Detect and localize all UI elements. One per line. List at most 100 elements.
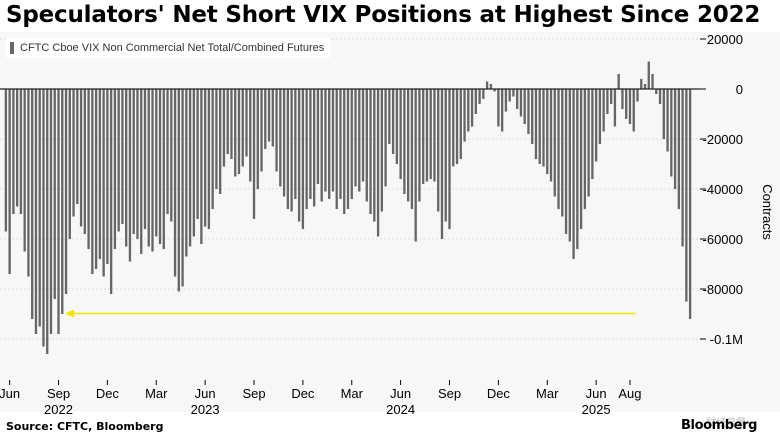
bar — [474, 89, 477, 114]
bar — [215, 89, 218, 189]
bar — [598, 89, 602, 144]
bar — [94, 89, 98, 269]
bar — [147, 89, 150, 247]
bar — [46, 89, 49, 354]
x-tick-label: Jun — [586, 386, 607, 401]
bar — [241, 89, 244, 167]
bar — [576, 89, 579, 249]
bar — [531, 89, 534, 144]
bar — [117, 89, 120, 232]
bar — [324, 89, 327, 192]
x-tick-label: Aug — [618, 386, 641, 401]
bar — [121, 89, 124, 224]
x-tick-label: Jun — [0, 386, 20, 401]
bar — [534, 89, 538, 159]
y-tick-label: -80000 — [703, 282, 743, 297]
bar — [76, 89, 79, 204]
bar — [98, 89, 102, 259]
x-year-label: 2025 — [582, 402, 611, 417]
bar — [31, 89, 34, 319]
x-year-label: 2023 — [191, 402, 220, 417]
bar — [549, 89, 553, 182]
chart-title: Speculators' Net Short VIX Positions at … — [6, 2, 761, 28]
bar — [489, 84, 493, 89]
bar — [279, 89, 282, 187]
x-tick-label: Sep — [242, 386, 265, 401]
bar — [579, 89, 583, 229]
y-tick-label: 0 — [736, 82, 743, 97]
bar — [61, 89, 64, 314]
legend-label: CFTC Cboe VIX Non Commercial Net Total/C… — [20, 42, 325, 54]
bar — [587, 89, 590, 197]
bar — [207, 89, 211, 229]
bar — [271, 89, 274, 147]
bar — [290, 89, 293, 212]
bar — [610, 89, 613, 104]
bar — [482, 89, 485, 99]
bar — [264, 89, 267, 149]
bar — [433, 89, 436, 182]
bar — [647, 61, 650, 89]
bar — [72, 89, 75, 217]
bar — [256, 89, 259, 189]
bar — [463, 89, 466, 142]
bar — [561, 89, 564, 217]
watermark: 财经早餐 — [706, 418, 746, 429]
bar — [106, 89, 109, 264]
bar — [422, 89, 425, 184]
x-tick-label: Dec — [96, 386, 120, 401]
bar — [27, 89, 30, 277]
bar — [508, 89, 511, 102]
bar — [346, 89, 350, 209]
bar — [459, 89, 462, 159]
bar — [275, 89, 278, 172]
bar — [4, 89, 8, 232]
bar — [617, 74, 620, 89]
x-tick-label: Mar — [145, 386, 168, 401]
bar — [200, 89, 203, 244]
bar — [583, 89, 587, 209]
x-tick-label: Jun — [390, 386, 411, 401]
bar — [425, 89, 429, 182]
bar — [440, 89, 444, 239]
bar — [519, 89, 523, 117]
bar — [376, 89, 380, 237]
bar — [219, 89, 222, 194]
bar — [143, 89, 147, 229]
bar — [173, 89, 177, 277]
bar — [211, 89, 214, 209]
bar — [643, 84, 647, 89]
x-tick-label: Jun — [195, 386, 216, 401]
bar — [23, 89, 26, 252]
bar — [128, 89, 132, 262]
bar — [192, 89, 196, 237]
bar — [361, 89, 365, 182]
bar — [444, 89, 447, 222]
bar — [328, 89, 331, 199]
bar — [606, 89, 609, 114]
bar — [564, 89, 568, 234]
bar — [170, 89, 173, 222]
bar — [15, 89, 19, 207]
bar — [109, 89, 113, 294]
bar — [102, 89, 105, 277]
bar — [132, 89, 135, 234]
bar — [410, 89, 414, 209]
bar — [568, 89, 571, 242]
bar — [282, 89, 286, 197]
bar — [354, 89, 357, 187]
bar — [512, 89, 515, 97]
bar — [166, 89, 169, 214]
bar — [237, 89, 241, 174]
bar — [418, 89, 421, 202]
bar — [542, 89, 545, 167]
bar — [331, 89, 335, 192]
y-tick-label: -20000 — [703, 132, 743, 147]
bar — [651, 74, 654, 89]
bar — [384, 89, 387, 187]
bar — [662, 89, 665, 139]
bar — [162, 89, 165, 249]
x-tick-label: Sep — [438, 386, 461, 401]
bar — [343, 89, 346, 214]
bar — [538, 89, 541, 164]
